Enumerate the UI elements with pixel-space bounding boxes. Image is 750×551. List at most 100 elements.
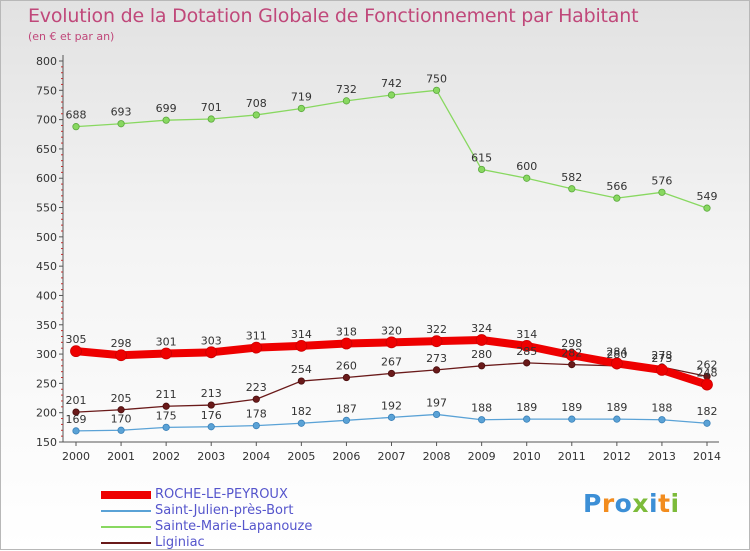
data-point-sainte-marie-lapanouze	[387, 91, 396, 99]
data-point-saint-julien-pr-s-bort	[297, 419, 305, 427]
y-tick-label: 800	[36, 55, 57, 68]
data-label-saint-julien-pr-s-bort: 189	[606, 401, 627, 414]
data-point-liginiac	[432, 366, 441, 374]
legend-item-saint-julien[interactable]: Saint-Julien-près-Bort	[101, 503, 401, 519]
x-tick-label: 2007	[378, 450, 406, 463]
data-label-sainte-marie-lapanouze: 600	[516, 160, 537, 173]
data-point-liginiac	[387, 369, 396, 378]
data-point-roche-le-peyroux	[340, 337, 353, 350]
data-point-saint-julien-pr-s-bort	[478, 416, 486, 424]
data-label-roche-le-peyroux: 311	[246, 330, 267, 343]
data-label-liginiac: 262	[697, 358, 718, 371]
data-point-sainte-marie-lapanouze	[117, 120, 125, 128]
data-label-liginiac: 213	[201, 387, 222, 400]
y-tick-label: 350	[36, 319, 57, 332]
data-labels: 688 693 699 701 708 719 732 742 750 615 600 582 566 5…	[66, 72, 718, 426]
y-tick-label: 150	[36, 436, 57, 449]
data-point-saint-julien-pr-s-bort	[613, 415, 621, 423]
y-tick-label: 750	[36, 84, 57, 97]
data-point-liginiac	[523, 359, 531, 367]
legend-item-liginiac[interactable]: Liginiac	[101, 535, 401, 551]
data-label-saint-julien-pr-s-bort: 188	[471, 402, 492, 415]
data-label-saint-julien-pr-s-bort: 197	[426, 396, 447, 409]
data-label-liginiac: 285	[516, 345, 537, 358]
x-tick-label: 2003	[197, 450, 225, 463]
data-label-roche-le-peyroux: 314	[516, 328, 537, 341]
x-tick-label: 2005	[287, 450, 315, 463]
data-label-saint-julien-pr-s-bort: 182	[697, 405, 718, 418]
data-point-sainte-marie-lapanouze	[703, 204, 711, 212]
data-label-sainte-marie-lapanouze: 549	[697, 190, 718, 203]
x-tick-label: 2011	[558, 450, 586, 463]
y-tick-label: 250	[36, 377, 57, 390]
logo-letter: x	[632, 489, 649, 518]
data-label-sainte-marie-lapanouze: 688	[66, 109, 87, 122]
legend-label: Sainte-Marie-Lapanouze	[155, 519, 313, 534]
data-label-liginiac: 282	[561, 347, 582, 360]
legend-label: Liginiac	[155, 535, 205, 550]
data-point-sainte-marie-lapanouze	[568, 185, 576, 193]
data-label-sainte-marie-lapanouze: 732	[336, 83, 357, 96]
data-point-liginiac	[297, 377, 305, 385]
x-tick-label: 2001	[107, 450, 135, 463]
data-label-saint-julien-pr-s-bort: 187	[336, 402, 357, 415]
legend-item-roche[interactable]: ROCHE-LE-PEYROUX	[101, 487, 401, 503]
data-point-saint-julien-pr-s-bort	[72, 427, 80, 435]
data-label-sainte-marie-lapanouze: 693	[111, 106, 132, 119]
x-tick-label: 2008	[423, 450, 451, 463]
data-label-liginiac: 280	[471, 348, 492, 361]
data-point-roche-le-peyroux	[250, 341, 263, 354]
data-label-roche-le-peyroux: 314	[291, 328, 312, 341]
logo-letter: o	[614, 489, 633, 518]
data-point-roche-le-peyroux	[160, 347, 173, 360]
data-label-sainte-marie-lapanouze: 701	[201, 101, 222, 114]
data-label-sainte-marie-lapanouze: 750	[426, 72, 447, 85]
data-point-roche-le-peyroux	[656, 364, 668, 376]
data-point-roche-le-peyroux	[115, 349, 127, 362]
data-point-sainte-marie-lapanouze	[207, 115, 215, 123]
logo-letter: P	[583, 489, 602, 518]
data-label-saint-julien-pr-s-bort: 189	[561, 401, 582, 414]
legend-swatch	[101, 491, 151, 499]
data-label-sainte-marie-lapanouze: 566	[606, 180, 627, 193]
data-point-saint-julien-pr-s-bort	[162, 423, 170, 431]
data-point-sainte-marie-lapanouze	[432, 86, 441, 94]
logo-letter: i	[670, 489, 680, 518]
data-point-liginiac	[162, 402, 170, 410]
x-tick-label: 2012	[603, 450, 631, 463]
data-point-saint-julien-pr-s-bort	[568, 415, 576, 423]
data-point-saint-julien-pr-s-bort	[432, 410, 441, 419]
proxiti-logo: Proxiti	[583, 489, 680, 518]
y-tick-label: 450	[36, 260, 57, 273]
data-point-roche-le-peyroux	[520, 339, 533, 352]
data-label-liginiac: 211	[156, 388, 177, 401]
data-point-liginiac	[252, 395, 260, 403]
y-tick-label: 300	[36, 348, 57, 361]
data-label-liginiac: 267	[381, 355, 402, 368]
axes	[59, 55, 719, 446]
series-layer	[70, 86, 713, 435]
data-label-liginiac: 280	[606, 348, 627, 361]
data-point-roche-le-peyroux	[295, 339, 308, 352]
legend-item-sainte-marie[interactable]: Sainte-Marie-Lapanouze	[101, 519, 401, 535]
x-tick-label: 2010	[513, 450, 541, 463]
data-label-liginiac: 260	[336, 360, 357, 373]
data-point-sainte-marie-lapanouze	[252, 111, 260, 119]
data-label-roche-le-peyroux: 322	[426, 323, 447, 336]
data-point-roche-le-peyroux	[385, 336, 398, 349]
y-tick-label: 200	[36, 407, 57, 420]
data-point-liginiac	[568, 361, 576, 369]
legend-swatch	[101, 510, 151, 512]
data-point-sainte-marie-lapanouze	[72, 123, 80, 131]
legend-swatch	[101, 526, 151, 528]
data-label-sainte-marie-lapanouze: 742	[381, 77, 402, 90]
data-label-saint-julien-pr-s-bort: 175	[156, 409, 177, 422]
data-point-saint-julien-pr-s-bort	[387, 413, 396, 421]
data-point-roche-le-peyroux	[205, 346, 218, 359]
data-label-sainte-marie-lapanouze: 576	[651, 174, 672, 187]
legend-label: ROCHE-LE-PEYROUX	[155, 487, 288, 502]
data-label-liginiac: 273	[426, 352, 447, 365]
data-point-saint-julien-pr-s-bort	[658, 416, 666, 424]
data-label-roche-le-peyroux: 298	[561, 337, 582, 350]
